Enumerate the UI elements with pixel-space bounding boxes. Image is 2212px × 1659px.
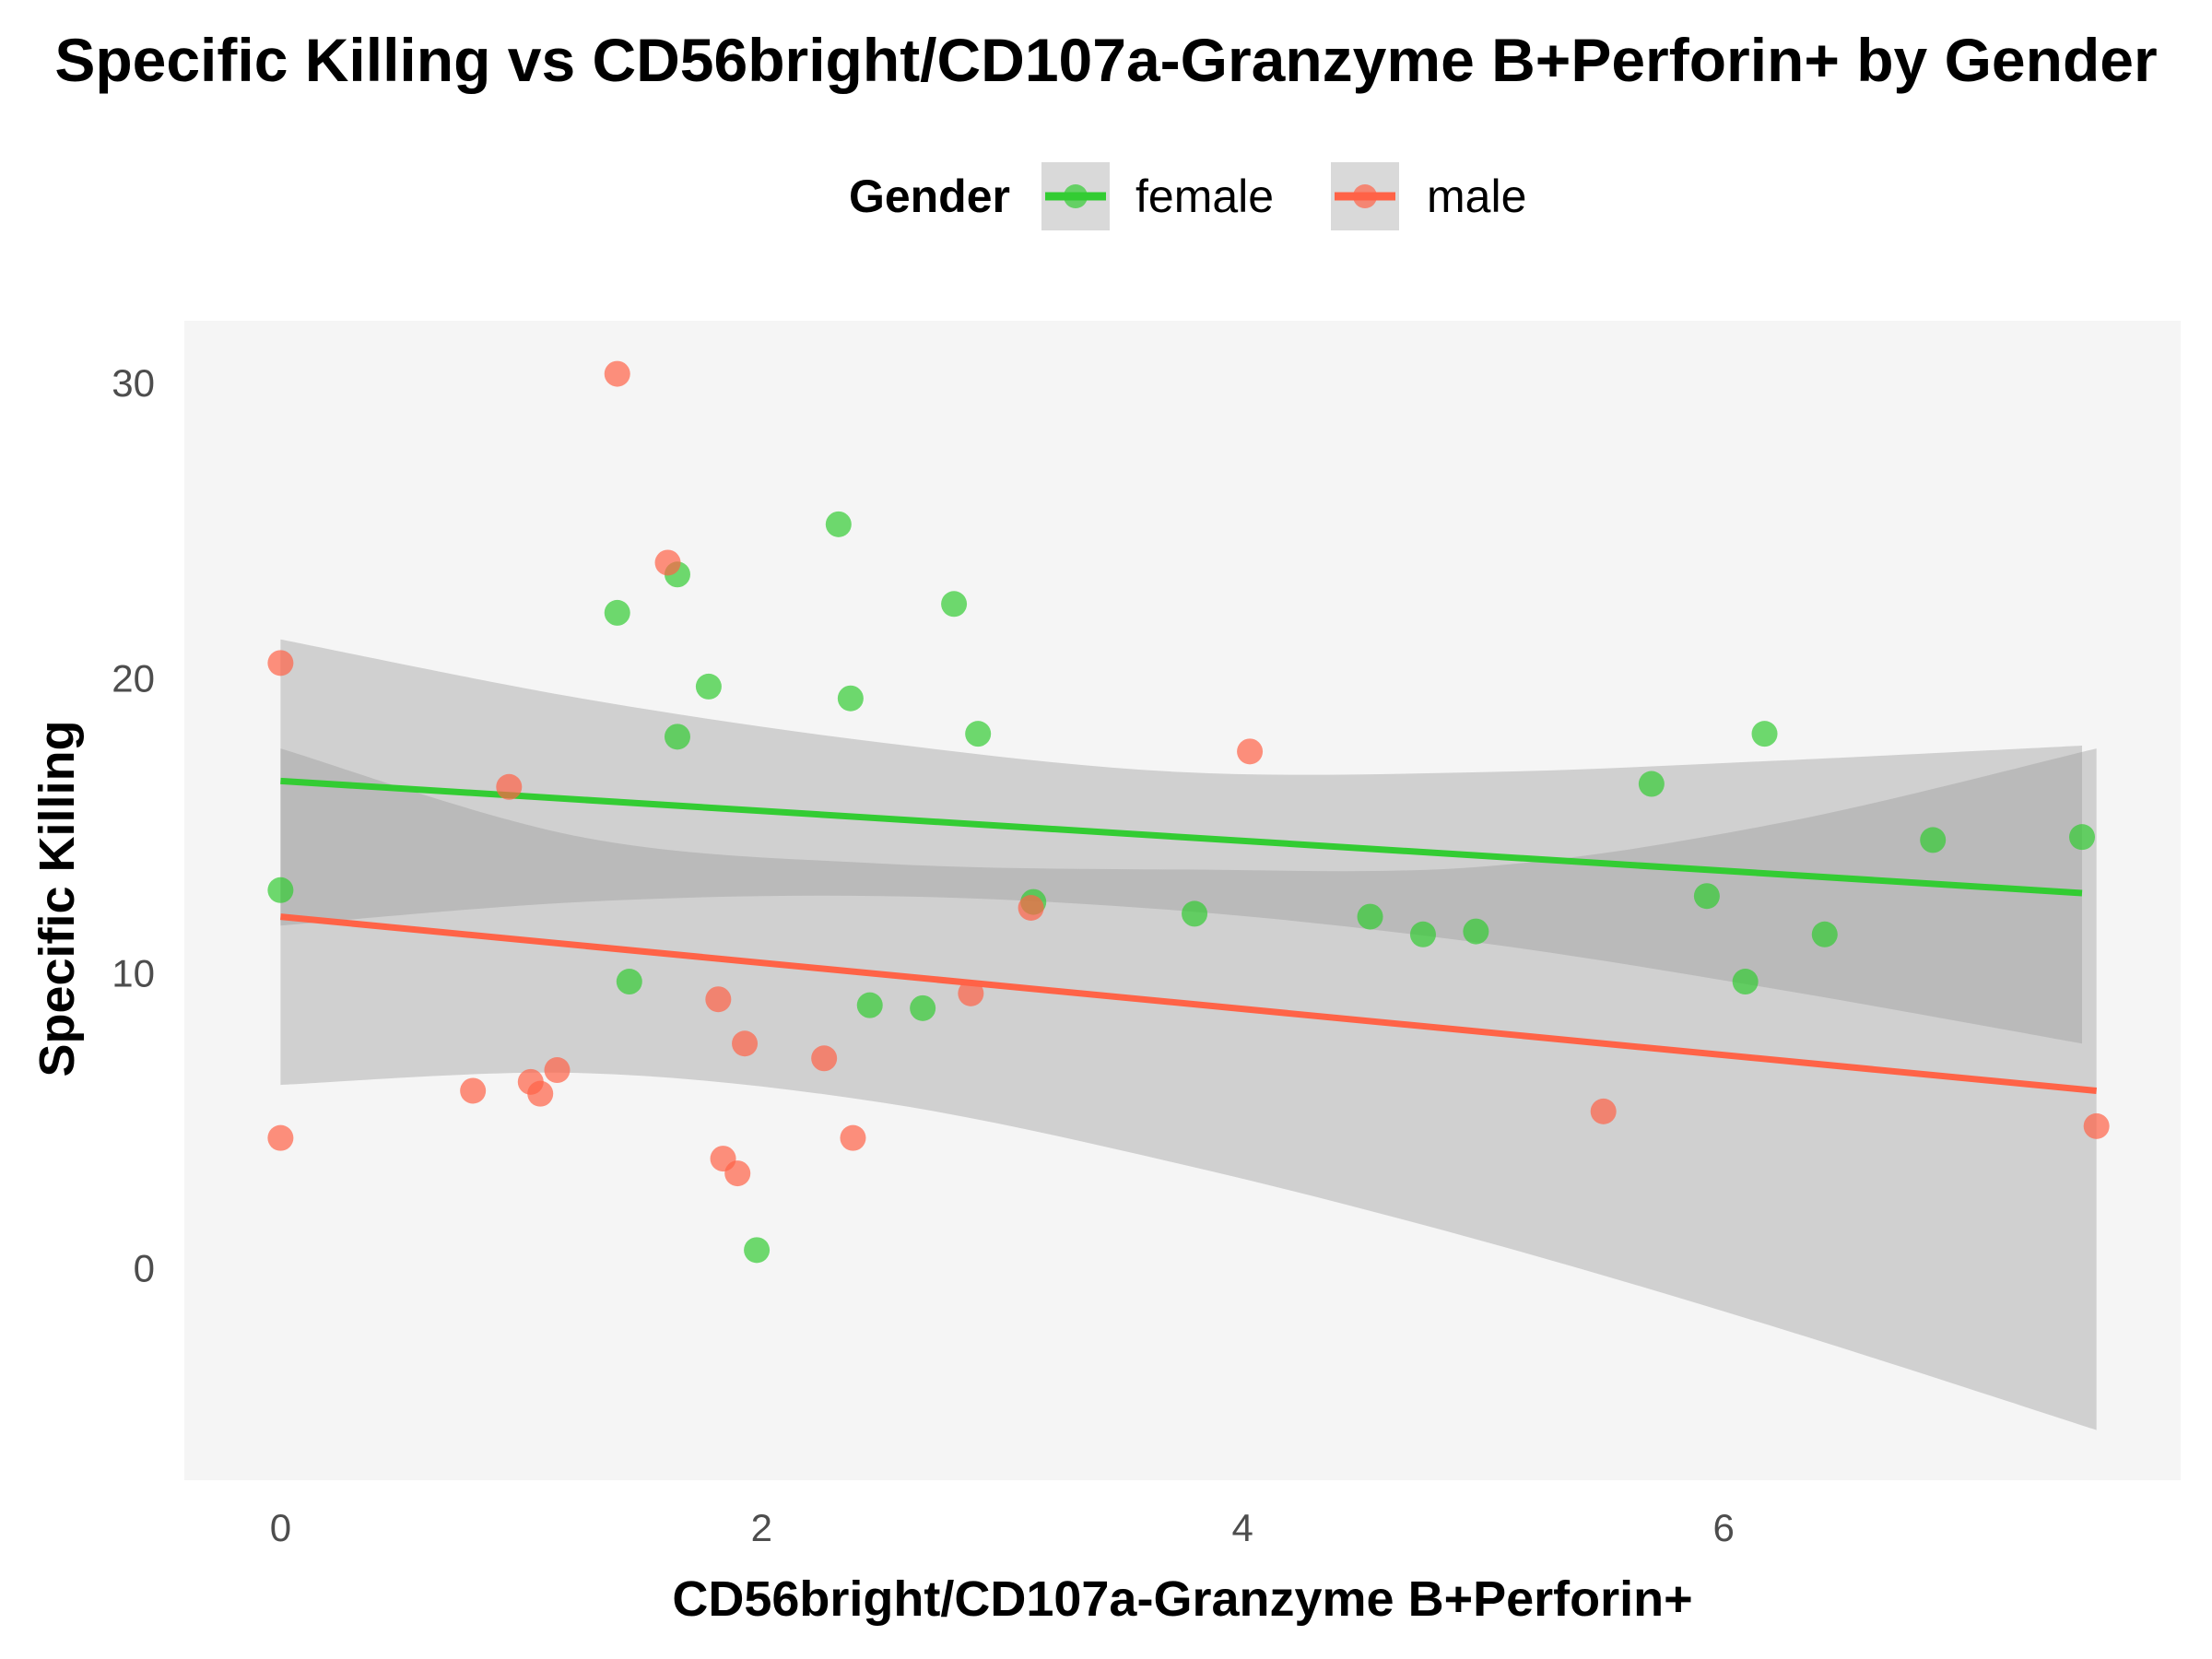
legend: Gender female male (849, 162, 1526, 230)
ci-band-male (280, 748, 2097, 1430)
data-point-female (856, 992, 883, 1018)
y-tick-label: 0 (134, 1247, 155, 1290)
data-point-female (604, 599, 630, 626)
data-point-female (695, 673, 722, 700)
data-point-male (840, 1124, 866, 1151)
plot-panel (184, 321, 2181, 1480)
legend-point-male (1353, 184, 1377, 208)
chart-title: Specific Killing vs CD56bright/CD107a-Gr… (54, 26, 2157, 94)
trend-lines (280, 777, 2097, 1094)
y-tick-label: 10 (112, 951, 155, 994)
data-point-male (958, 980, 984, 1006)
data-point-female (965, 721, 992, 747)
data-point-female (910, 994, 936, 1021)
x-axis-ticks: 0 2 4 6 (270, 1506, 1735, 1549)
data-point-female (1732, 969, 1759, 995)
data-point-male (604, 360, 630, 387)
data-point-male (811, 1045, 838, 1072)
legend-title: Gender (849, 171, 1010, 222)
x-tick-label: 2 (751, 1506, 772, 1549)
data-point-female (1920, 827, 1947, 853)
data-point-male (732, 1030, 759, 1057)
data-point-female (2069, 824, 2096, 851)
data-point-male (527, 1080, 554, 1107)
data-point-male (544, 1057, 571, 1084)
y-axis-ticks: 0 10 20 30 (112, 361, 155, 1289)
data-point-male (1590, 1098, 1617, 1124)
data-point-male (496, 773, 523, 800)
data-point-female (1409, 921, 1436, 947)
y-tick-label: 30 (112, 361, 155, 405)
data-point-female (664, 724, 690, 750)
data-point-female (1357, 903, 1383, 930)
legend-label-male: male (1427, 171, 1526, 222)
data-point-male (1237, 738, 1264, 765)
ci-band-female (280, 639, 2083, 1044)
data-point-male (2083, 1112, 2110, 1139)
legend-entry-female: female (1041, 162, 1274, 230)
legend-entry-male: male (1331, 162, 1526, 230)
data-point-female (1638, 771, 1665, 797)
legend-point-female (1064, 184, 1088, 208)
y-axis-title: Specific Killing (29, 720, 85, 1077)
data-points (267, 360, 2110, 1264)
legend-label-female: female (1135, 171, 1274, 222)
data-point-female (837, 685, 864, 712)
trend-line-male (280, 913, 2097, 1094)
data-point-female (1182, 900, 1208, 927)
x-tick-label: 4 (1232, 1506, 1253, 1549)
data-point-female (1693, 883, 1720, 910)
data-point-male (267, 650, 294, 677)
data-point-male (705, 986, 732, 1013)
trend-line-female (280, 777, 2083, 897)
x-tick-label: 0 (270, 1506, 291, 1549)
data-point-female (1463, 918, 1489, 945)
x-tick-label: 6 (1712, 1506, 1734, 1549)
data-point-male (267, 1124, 294, 1151)
data-point-male (654, 549, 681, 576)
data-point-female (1751, 721, 1778, 747)
data-point-female (825, 511, 852, 537)
data-point-female (616, 969, 642, 995)
data-point-female (744, 1237, 771, 1264)
confidence-bands (280, 639, 2097, 1430)
data-point-male (1018, 895, 1044, 922)
x-axis-title: CD56bright/CD107a-Granzyme B+Perforin+ (672, 1571, 1692, 1627)
data-point-male (724, 1160, 751, 1187)
y-tick-label: 20 (112, 656, 155, 700)
data-point-female (941, 591, 968, 618)
data-point-female (267, 877, 294, 903)
data-point-female (1811, 921, 1838, 947)
data-point-male (460, 1077, 487, 1104)
